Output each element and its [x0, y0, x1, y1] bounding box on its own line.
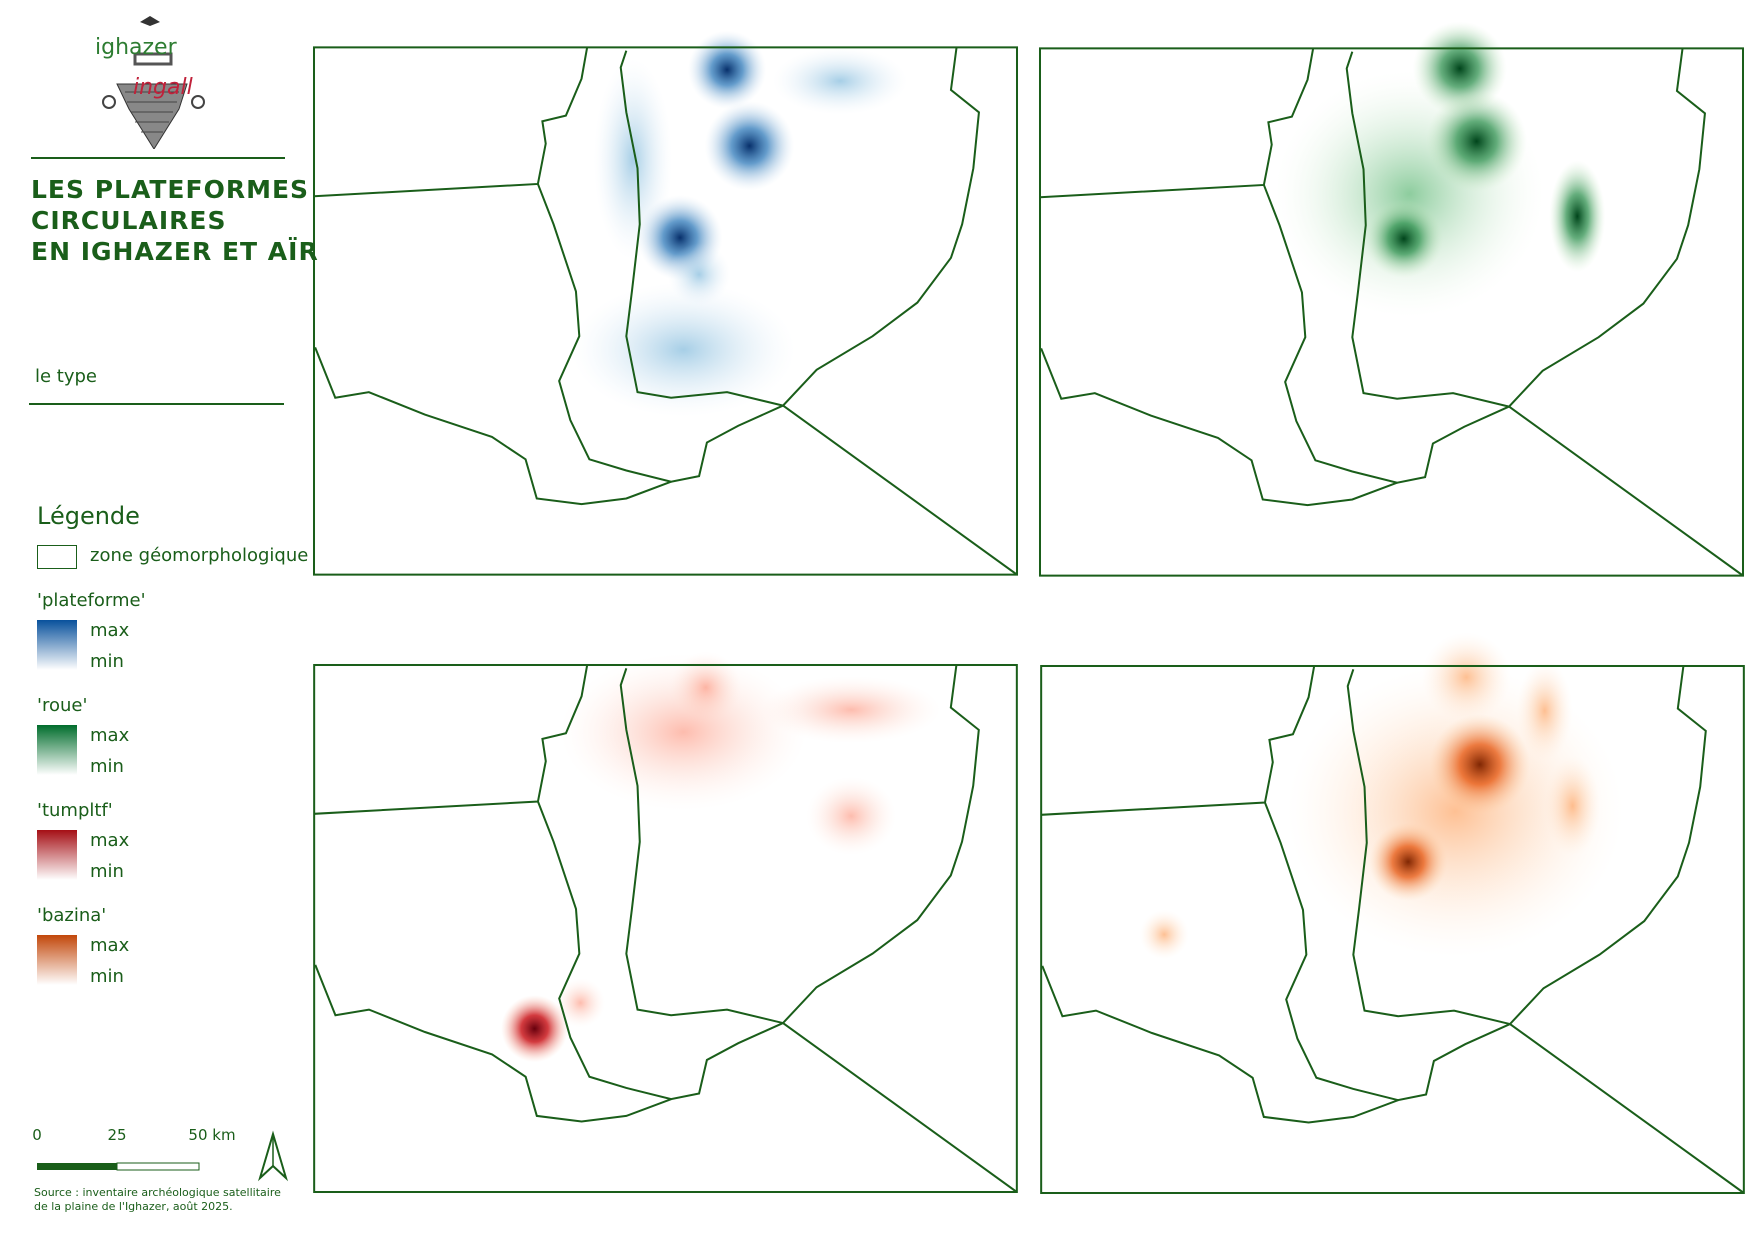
logo: ighazer ingall: [95, 16, 205, 149]
legend-label: zone géomorphologique: [90, 545, 309, 566]
legend-label: min: [90, 966, 124, 987]
legend-ramp: [37, 725, 77, 775]
legend-label: max: [90, 725, 130, 746]
legend-ramp: [37, 935, 77, 985]
scale-label: 25: [107, 1128, 126, 1144]
scale-bar: 0 25 50 km: [32, 1128, 288, 1182]
legend-swatch: [37, 545, 77, 569]
legend-label: min: [90, 651, 124, 672]
legend-label: max: [90, 620, 130, 641]
divider: [29, 403, 284, 405]
legend-ramp: [37, 830, 77, 880]
logo-text: ingall: [133, 75, 193, 100]
title-line: CIRCULAIRES: [31, 206, 227, 235]
legend-group-label: 'plateforme': [37, 590, 146, 611]
legend-group-label: 'bazina': [37, 905, 107, 926]
legend-label: min: [90, 756, 124, 777]
legend-group-label: 'roue': [37, 695, 88, 716]
map-panel: [313, 651, 1018, 1194]
scale-label: 0: [32, 1128, 42, 1144]
scale-label: 50 km: [188, 1128, 235, 1144]
divider: [31, 157, 285, 159]
subtitle: le type: [35, 366, 98, 387]
title-line: LES PLATEFORMES: [31, 175, 310, 204]
legend-ramp: [37, 620, 77, 670]
logo-text: ighazer: [95, 35, 178, 60]
title-line: EN IGHAZER ET AÏR: [31, 237, 319, 266]
map-panel: [1040, 632, 1745, 1195]
legend-label: max: [90, 935, 130, 956]
map-panel: [1038, 21, 1745, 577]
source-line: de la plaine de l'Ighazer, août 2025.: [34, 1200, 233, 1213]
legend-title: Légende: [37, 502, 140, 530]
legend-label: min: [90, 861, 124, 882]
legend-label: max: [90, 830, 130, 851]
map-panel: [312, 30, 1019, 576]
source: Source : inventaire archéologique satell…: [34, 1186, 281, 1214]
source-line: Source : inventaire archéologique satell…: [34, 1186, 281, 1199]
legend-group-label: 'tumpltf': [37, 800, 113, 821]
